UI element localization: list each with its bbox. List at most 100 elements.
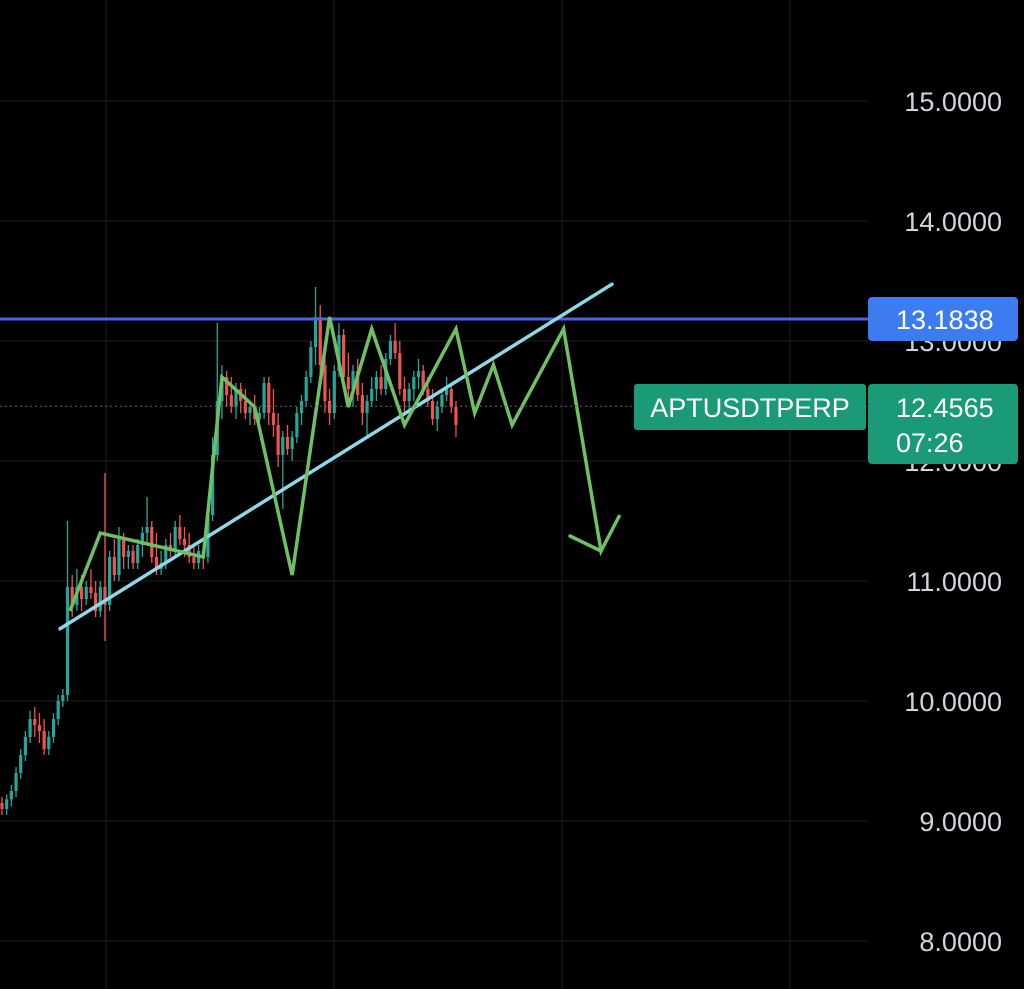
- candle-body: [229, 395, 233, 407]
- candle-body: [304, 377, 308, 401]
- support-trendline: [58, 282, 614, 631]
- symbol-tag-label: APTUSDTPERP: [650, 393, 850, 423]
- drawings[interactable]: [0, 282, 868, 631]
- candle-body: [61, 695, 65, 701]
- candle-body: [370, 389, 374, 401]
- price-tags: APTUSDTPERP 13.1838 12.4565 07:26: [0, 296, 1018, 464]
- candle-body: [332, 371, 336, 413]
- candle-body: [79, 587, 84, 599]
- candle-body: [285, 437, 290, 449]
- candle-body: [136, 545, 140, 563]
- candle-body: [323, 365, 327, 401]
- candle-body: [28, 719, 32, 737]
- candle-body: [9, 791, 13, 800]
- candle-body: [65, 587, 70, 695]
- candle-body: [402, 389, 407, 401]
- candle-body: [140, 533, 144, 545]
- candle-body: [187, 545, 191, 557]
- candle-body: [211, 455, 215, 515]
- candle-body: [122, 539, 126, 557]
- y-tick-label: 14.0000: [904, 207, 1002, 237]
- y-tick-label: 15.0000: [904, 87, 1002, 117]
- y-tick-label: 8.0000: [919, 927, 1002, 957]
- candle-body: [393, 341, 397, 353]
- candle-body: [145, 527, 149, 533]
- y-tick-label: 11.0000: [906, 567, 1002, 597]
- candle-body: [365, 401, 369, 413]
- candle-body: [117, 539, 121, 575]
- candle-body: [281, 437, 285, 455]
- candle-body: [182, 539, 187, 545]
- candle-body: [318, 317, 322, 365]
- candle-body: [276, 425, 280, 455]
- candle-body: [84, 587, 88, 599]
- last-price-tag: [868, 384, 1018, 464]
- candle-body: [449, 389, 453, 407]
- candle-body: [178, 527, 182, 539]
- candle-body: [328, 401, 332, 413]
- candle-body: [351, 371, 355, 389]
- candle-body: [388, 341, 393, 359]
- candle-body: [454, 407, 458, 425]
- candle-body: [89, 587, 93, 593]
- candle-body: [173, 527, 177, 551]
- candle-body: [164, 545, 168, 563]
- y-tick-label: 10.0000: [904, 687, 1002, 717]
- candle-body: [445, 389, 449, 395]
- countdown-label: 07:26: [896, 428, 964, 458]
- wave-pattern-line: [68, 316, 622, 612]
- candle-body: [412, 377, 416, 389]
- candle-body: [271, 413, 276, 425]
- candle-body: [295, 413, 299, 437]
- candle-body: [5, 799, 9, 809]
- candle-body: [360, 395, 364, 413]
- candle-body: [290, 437, 294, 449]
- candle-body: [47, 737, 51, 749]
- candle-body: [103, 587, 107, 605]
- candle-body: [379, 377, 383, 389]
- candle-body: [14, 773, 18, 791]
- candle-body: [108, 557, 112, 605]
- candle-body: [131, 551, 135, 563]
- candle-body: [0, 803, 4, 809]
- candle-body: [23, 737, 27, 755]
- candle-body: [267, 383, 271, 413]
- candle-body: [51, 719, 56, 737]
- candle-body: [243, 401, 247, 413]
- candle-body: [112, 557, 116, 575]
- candle-body: [154, 557, 159, 569]
- grid: [0, 0, 868, 989]
- y-tick-label: 9.0000: [919, 807, 1002, 837]
- candle-body: [309, 347, 313, 377]
- candle-body: [19, 755, 23, 773]
- candle-body: [225, 377, 229, 395]
- candle-body: [435, 407, 439, 419]
- candle-body: [94, 593, 98, 611]
- candle-body: [37, 725, 42, 731]
- candle-body: [126, 551, 130, 557]
- candle-body: [416, 371, 421, 377]
- price-axis[interactable]: 15.000014.000013.000012.000011.000010.00…: [904, 87, 1002, 957]
- candles: [0, 287, 458, 815]
- candle-body: [356, 371, 360, 395]
- resistance-price-tag: [868, 296, 1018, 341]
- candle-body: [234, 389, 238, 407]
- candle-body: [398, 353, 402, 389]
- candle-body: [342, 335, 346, 377]
- candle-body: [337, 335, 341, 371]
- candle-body: [407, 389, 411, 401]
- arrow-head: [568, 534, 603, 553]
- candle-body: [313, 317, 318, 347]
- candle-body: [33, 719, 37, 725]
- candle-body: [299, 401, 304, 413]
- last-price-label: 12.4565: [896, 393, 994, 423]
- candle-body: [98, 587, 102, 611]
- candle-body: [440, 395, 444, 407]
- candle-body: [374, 377, 378, 389]
- candle-body: [346, 377, 350, 389]
- candle-body: [192, 557, 196, 563]
- candle-body: [56, 701, 60, 719]
- candle-body: [257, 413, 261, 419]
